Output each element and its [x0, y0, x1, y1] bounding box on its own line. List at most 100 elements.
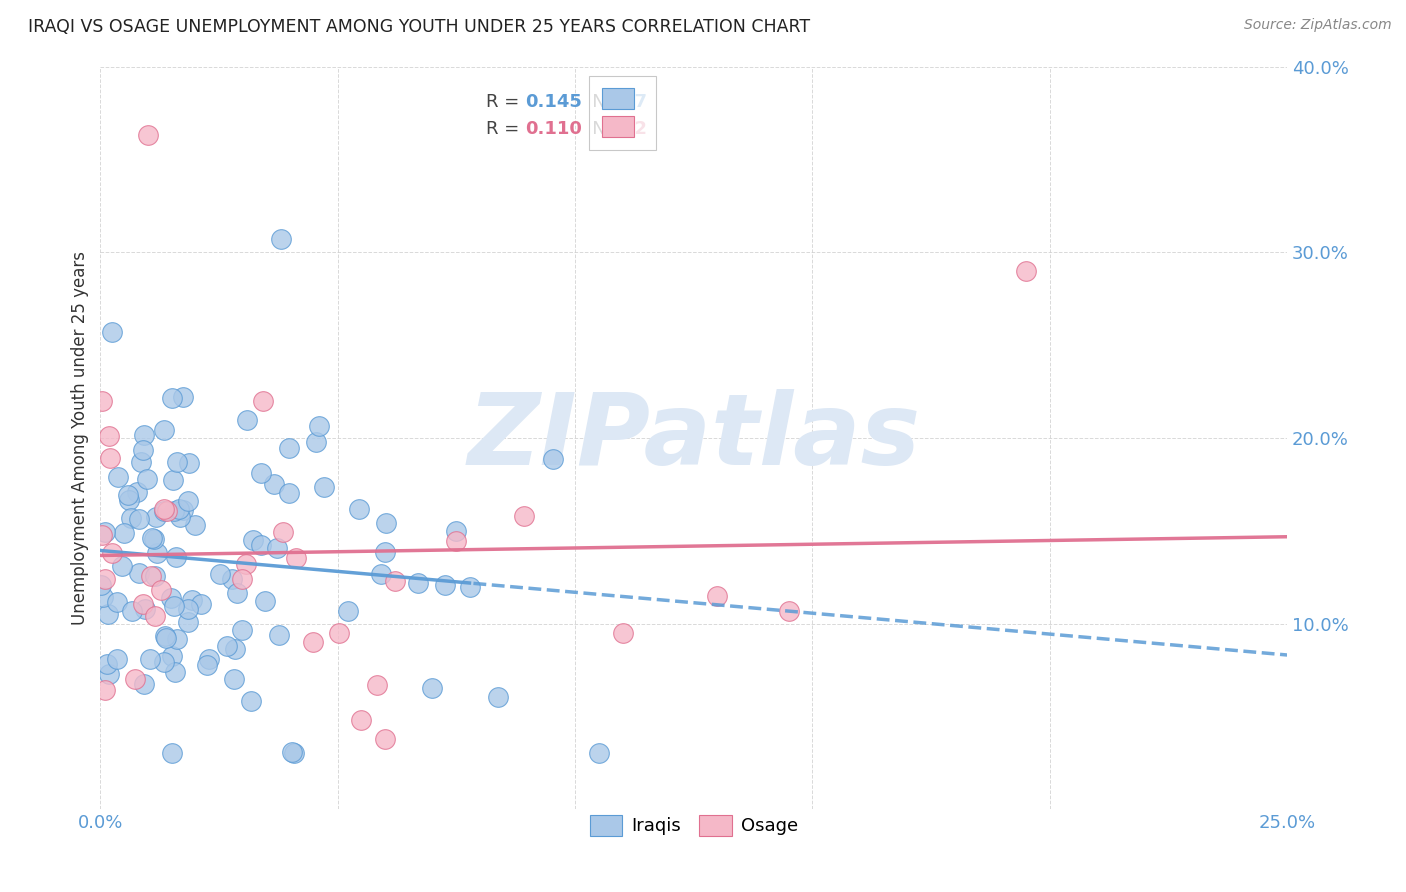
Point — [183, 518, 205, 533]
Point — [153, 504, 176, 518]
Text: R =: R = — [486, 120, 524, 138]
Point — [98, 667, 121, 681]
Point — [143, 568, 166, 582]
Point — [406, 576, 429, 591]
Point — [235, 557, 257, 571]
Point — [384, 574, 406, 589]
Point — [221, 572, 243, 586]
Point — [155, 631, 177, 645]
Text: 0.145: 0.145 — [526, 93, 582, 111]
Point — [444, 534, 467, 549]
Point — [139, 568, 162, 582]
Point — [271, 524, 294, 539]
Point — [486, 690, 509, 705]
Point — [145, 510, 167, 524]
Text: N =: N = — [575, 120, 633, 138]
Point — [778, 603, 800, 617]
Point — [366, 678, 388, 692]
Point — [249, 467, 271, 481]
Point — [124, 672, 146, 686]
Point — [252, 393, 274, 408]
Point — [198, 651, 221, 665]
Point — [90, 528, 112, 542]
Point — [136, 128, 159, 143]
Point — [270, 232, 292, 246]
Point — [97, 607, 120, 622]
Point — [231, 572, 253, 586]
Point — [105, 652, 128, 666]
Point — [169, 502, 191, 516]
Point — [374, 516, 396, 530]
Point — [217, 639, 239, 653]
Point — [177, 494, 200, 508]
Point — [139, 651, 162, 665]
Point — [541, 452, 564, 467]
Point — [302, 635, 325, 649]
Point — [100, 546, 122, 560]
Point — [195, 658, 218, 673]
Point — [107, 469, 129, 483]
Point — [374, 731, 396, 746]
Point — [267, 628, 290, 642]
Text: Source: ZipAtlas.com: Source: ZipAtlas.com — [1244, 18, 1392, 32]
Point — [336, 604, 359, 618]
Point — [349, 501, 371, 516]
Point — [112, 526, 135, 541]
Point — [160, 391, 183, 405]
Point — [131, 598, 153, 612]
Point — [172, 503, 194, 517]
Point — [177, 615, 200, 630]
Point — [190, 598, 212, 612]
Point — [128, 512, 150, 526]
Point — [1015, 264, 1038, 278]
Point — [165, 550, 187, 565]
Text: 0.110: 0.110 — [526, 120, 582, 138]
Point — [90, 393, 112, 408]
Point — [150, 583, 173, 598]
Point — [350, 713, 373, 727]
Point — [263, 477, 285, 491]
Point — [94, 682, 117, 697]
Point — [254, 593, 277, 607]
Point — [266, 541, 288, 555]
Point — [169, 510, 191, 524]
Point — [422, 681, 444, 695]
Point — [308, 419, 330, 434]
Point — [166, 632, 188, 647]
Point — [152, 423, 174, 437]
Point — [105, 594, 128, 608]
Point — [134, 428, 156, 442]
Point — [374, 544, 396, 558]
Text: IRAQI VS OSAGE UNEMPLOYMENT AMONG YOUTH UNDER 25 YEARS CORRELATION CHART: IRAQI VS OSAGE UNEMPLOYMENT AMONG YOUTH … — [28, 18, 810, 36]
Point — [129, 454, 152, 468]
Point — [132, 443, 155, 458]
Point — [97, 429, 120, 443]
Point — [141, 531, 163, 545]
Point — [612, 625, 634, 640]
Point — [152, 502, 174, 516]
Point — [93, 591, 115, 605]
Point — [370, 567, 392, 582]
Point — [156, 504, 179, 518]
Point — [111, 558, 134, 573]
Point — [94, 573, 117, 587]
Point — [98, 450, 121, 465]
Text: R =: R = — [486, 93, 524, 111]
Point — [314, 480, 336, 494]
Text: N =: N = — [575, 93, 633, 111]
Point — [153, 656, 176, 670]
Point — [328, 625, 350, 640]
Point — [160, 648, 183, 663]
Point — [222, 672, 245, 686]
Point — [706, 589, 728, 603]
Point — [163, 504, 186, 518]
Point — [165, 665, 187, 679]
Point — [224, 642, 246, 657]
Point — [231, 623, 253, 637]
Point — [242, 533, 264, 547]
Point — [444, 524, 467, 538]
Point — [143, 533, 166, 547]
Point — [134, 602, 156, 616]
Point — [172, 390, 194, 404]
Point — [250, 538, 273, 552]
